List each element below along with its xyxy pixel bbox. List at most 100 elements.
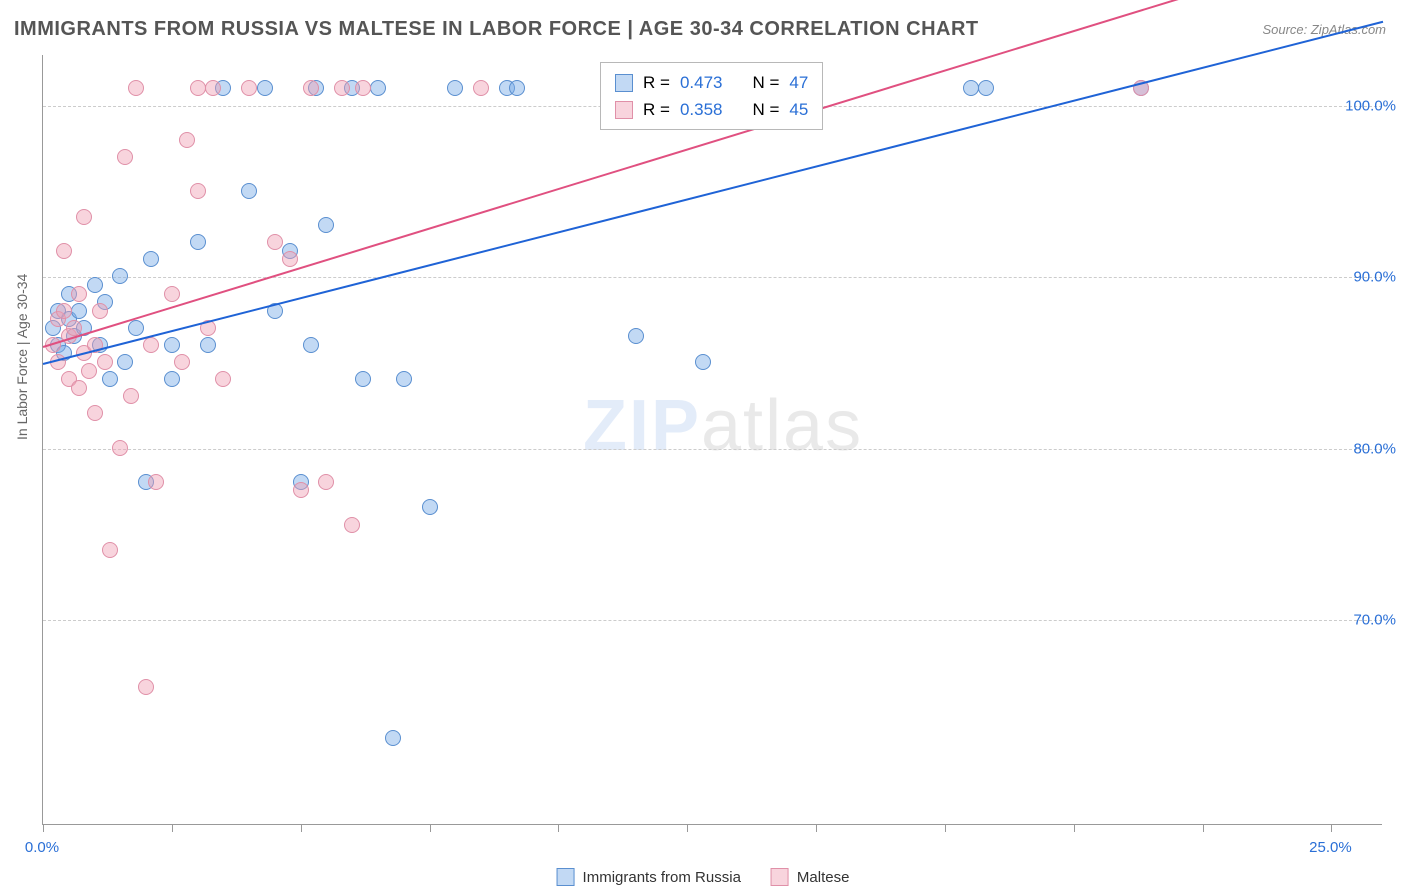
scatter-point (164, 337, 180, 353)
scatter-point (257, 80, 273, 96)
series-legend: Immigrants from Russia Maltese (557, 868, 850, 886)
n-label: N = (752, 69, 779, 96)
scatter-point (215, 371, 231, 387)
x-tick-label: 25.0% (1309, 839, 1352, 856)
watermark-atlas: atlas (701, 386, 863, 466)
scatter-point (87, 277, 103, 293)
scatter-point (138, 679, 154, 695)
r-label: R = (643, 69, 670, 96)
scatter-point (293, 482, 309, 498)
scatter-point (447, 80, 463, 96)
scatter-point (370, 80, 386, 96)
r-label: R = (643, 96, 670, 123)
scatter-point (128, 320, 144, 336)
x-tick (1074, 824, 1075, 832)
scatter-point (978, 80, 994, 96)
scatter-point (355, 371, 371, 387)
scatter-point (92, 303, 108, 319)
scatter-point (143, 337, 159, 353)
stats-legend: R = 0.473 N = 47 R = 0.358 N = 45 (600, 62, 823, 130)
scatter-point (318, 474, 334, 490)
scatter-point (174, 354, 190, 370)
scatter-point (190, 183, 206, 199)
y-tick-label: 80.0% (1353, 440, 1396, 457)
scatter-point (241, 80, 257, 96)
scatter-point (179, 132, 195, 148)
scatter-point (164, 371, 180, 387)
r-value[interactable]: 0.473 (680, 69, 723, 96)
scatter-point (71, 286, 87, 302)
x-tick (1331, 824, 1332, 832)
scatter-point (81, 363, 97, 379)
scatter-point (200, 337, 216, 353)
x-tick-label: 0.0% (25, 839, 59, 856)
scatter-point (303, 80, 319, 96)
scatter-point (56, 303, 72, 319)
y-tick-label: 70.0% (1353, 611, 1396, 628)
x-tick (1203, 824, 1204, 832)
x-tick (687, 824, 688, 832)
scatter-point (56, 243, 72, 259)
scatter-point (334, 80, 350, 96)
y-axis-label: In Labor Force | Age 30-34 (14, 274, 30, 440)
legend-item: Immigrants from Russia (557, 868, 741, 886)
scatter-point (695, 354, 711, 370)
gridline (43, 449, 1382, 450)
scatter-point (205, 80, 221, 96)
trend-line (43, 0, 1384, 348)
n-value[interactable]: 45 (789, 96, 808, 123)
scatter-point (963, 80, 979, 96)
scatter-point (143, 251, 159, 267)
x-tick (301, 824, 302, 832)
scatter-point (71, 380, 87, 396)
scatter-point (267, 234, 283, 250)
scatter-point (102, 371, 118, 387)
scatter-point (344, 517, 360, 533)
scatter-point (148, 474, 164, 490)
chart-plot-area: ZIPatlas (42, 55, 1382, 825)
scatter-point (509, 80, 525, 96)
scatter-point (87, 405, 103, 421)
x-tick (430, 824, 431, 832)
x-tick (945, 824, 946, 832)
legend-label: Immigrants from Russia (583, 869, 741, 886)
scatter-point (190, 80, 206, 96)
scatter-point (318, 217, 334, 233)
scatter-point (303, 337, 319, 353)
scatter-point (66, 320, 82, 336)
legend-swatch (557, 868, 575, 886)
x-tick (172, 824, 173, 832)
scatter-point (102, 542, 118, 558)
scatter-point (422, 499, 438, 515)
legend-swatch (615, 74, 633, 92)
legend-swatch (615, 101, 633, 119)
scatter-point (164, 286, 180, 302)
r-value[interactable]: 0.358 (680, 96, 723, 123)
scatter-point (128, 80, 144, 96)
scatter-point (123, 388, 139, 404)
scatter-point (76, 209, 92, 225)
scatter-point (190, 234, 206, 250)
stats-legend-row: R = 0.473 N = 47 (615, 69, 808, 96)
scatter-point (282, 251, 298, 267)
scatter-point (355, 80, 371, 96)
scatter-point (628, 328, 644, 344)
watermark: ZIPatlas (583, 385, 863, 467)
scatter-point (117, 354, 133, 370)
n-label: N = (752, 96, 779, 123)
chart-title: IMMIGRANTS FROM RUSSIA VS MALTESE IN LAB… (14, 18, 979, 41)
scatter-point (112, 440, 128, 456)
scatter-point (241, 183, 257, 199)
x-tick (43, 824, 44, 832)
legend-swatch (771, 868, 789, 886)
legend-label: Maltese (797, 869, 850, 886)
gridline (43, 620, 1382, 621)
scatter-point (396, 371, 412, 387)
watermark-zip: ZIP (583, 386, 701, 466)
scatter-point (117, 149, 133, 165)
gridline (43, 277, 1382, 278)
y-tick-label: 90.0% (1353, 269, 1396, 286)
y-tick-label: 100.0% (1345, 98, 1396, 115)
x-tick (816, 824, 817, 832)
n-value[interactable]: 47 (789, 69, 808, 96)
